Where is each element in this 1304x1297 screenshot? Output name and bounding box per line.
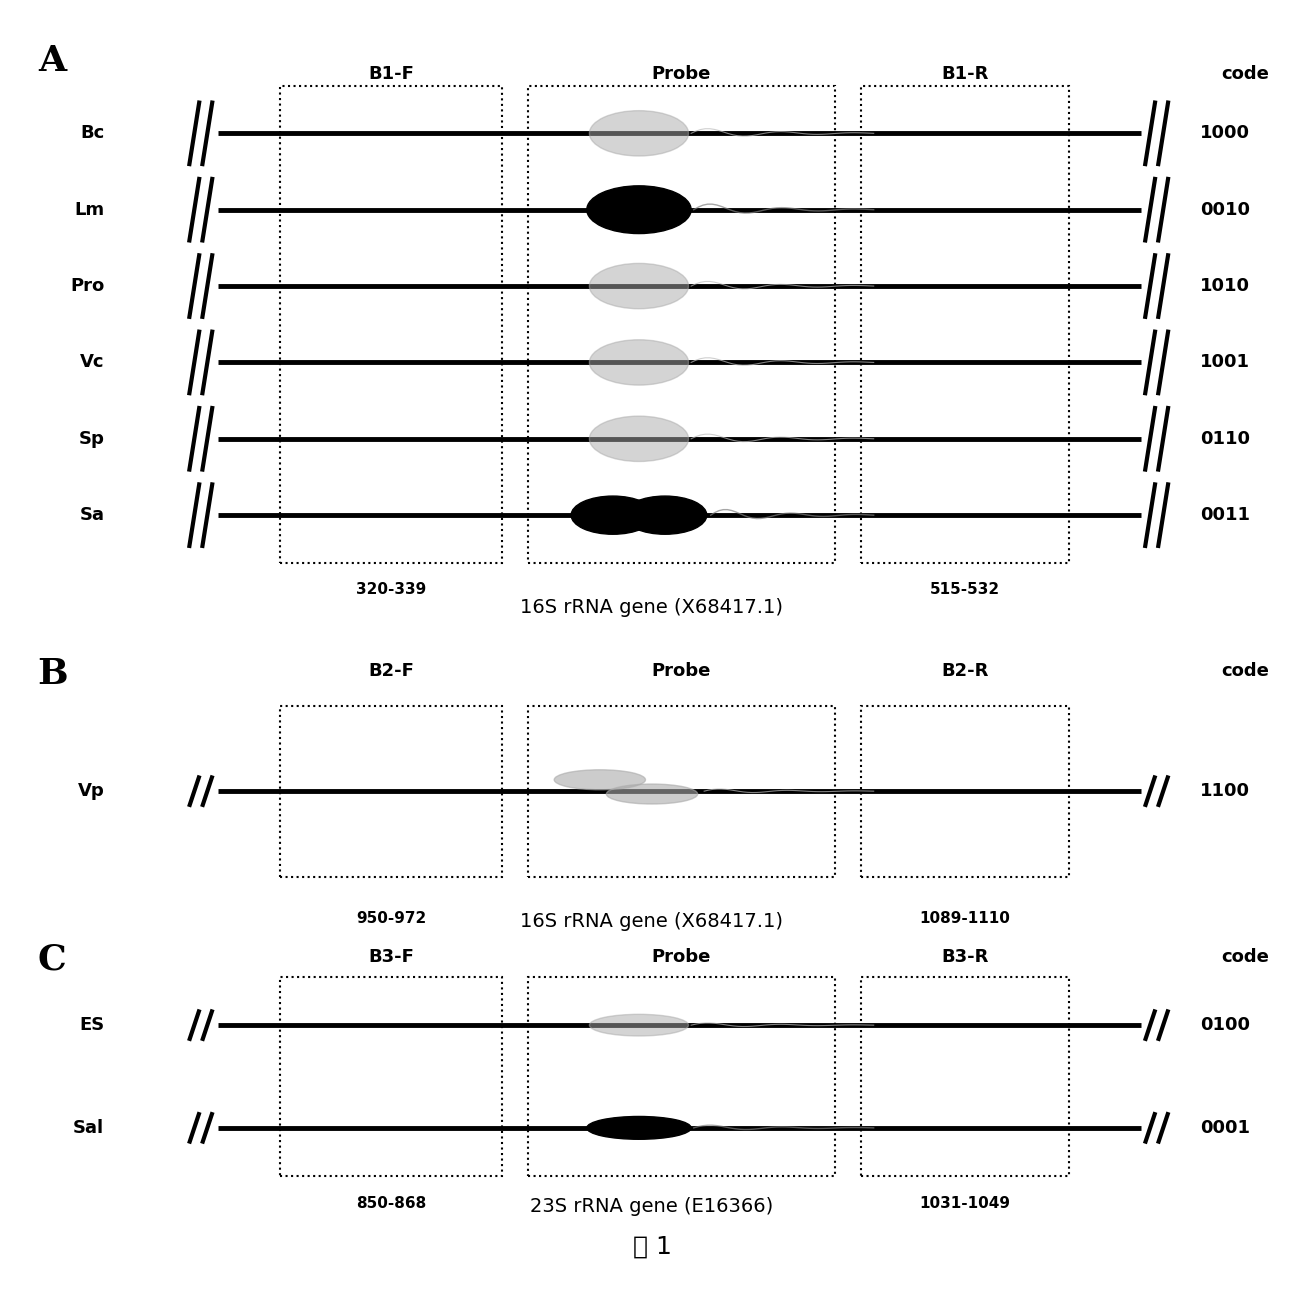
- Circle shape: [589, 1014, 689, 1036]
- Circle shape: [606, 783, 698, 804]
- Text: 0100: 0100: [1200, 1016, 1249, 1034]
- Text: C: C: [38, 943, 67, 977]
- Text: 0010: 0010: [1200, 201, 1249, 219]
- Bar: [861, 977, 1069, 1176]
- Text: 0011: 0011: [1200, 506, 1249, 524]
- Text: A: A: [38, 44, 67, 78]
- Text: B1-F: B1-F: [368, 65, 415, 83]
- Text: Probe: Probe: [652, 663, 711, 681]
- Text: 23S rRNA gene (E16366): 23S rRNA gene (E16366): [531, 1197, 773, 1217]
- Text: Probe: Probe: [652, 65, 711, 83]
- Text: 320-339: 320-339: [356, 582, 426, 597]
- Circle shape: [571, 495, 655, 534]
- Text: 1089-1110: 1089-1110: [919, 910, 1011, 926]
- Text: B3-R: B3-R: [941, 948, 988, 966]
- Circle shape: [587, 1117, 691, 1139]
- Text: code: code: [1222, 663, 1269, 681]
- Text: Sp: Sp: [78, 429, 104, 447]
- Circle shape: [587, 185, 691, 233]
- Text: 1000: 1000: [1200, 125, 1249, 143]
- Text: Bc: Bc: [80, 125, 104, 143]
- Bar: [861, 86, 1069, 563]
- Text: B3-F: B3-F: [368, 948, 415, 966]
- Text: code: code: [1222, 65, 1269, 83]
- Circle shape: [554, 769, 645, 790]
- Circle shape: [589, 416, 689, 462]
- Bar: [528, 706, 835, 877]
- Text: Sa: Sa: [80, 506, 104, 524]
- Text: 1100: 1100: [1200, 782, 1249, 800]
- Text: 1031-1049: 1031-1049: [919, 1196, 1011, 1211]
- Text: B2-F: B2-F: [368, 663, 415, 681]
- Text: 1010: 1010: [1200, 278, 1249, 294]
- Text: Sal: Sal: [73, 1119, 104, 1137]
- Bar: [528, 86, 835, 563]
- Text: 950-972: 950-972: [356, 910, 426, 926]
- Text: B: B: [37, 658, 68, 691]
- Bar: [861, 706, 1069, 877]
- Bar: [280, 706, 502, 877]
- Text: B1-R: B1-R: [941, 65, 988, 83]
- Text: ES: ES: [80, 1016, 104, 1034]
- Text: 图 1: 图 1: [632, 1235, 672, 1259]
- Text: 1001: 1001: [1200, 354, 1249, 371]
- Bar: [280, 977, 502, 1176]
- Text: Probe: Probe: [652, 948, 711, 966]
- Circle shape: [589, 340, 689, 385]
- Text: code: code: [1222, 948, 1269, 966]
- Circle shape: [589, 110, 689, 156]
- Text: 16S rRNA gene (X68417.1): 16S rRNA gene (X68417.1): [520, 598, 784, 616]
- Bar: [280, 86, 502, 563]
- Text: Vp: Vp: [77, 782, 104, 800]
- Bar: [528, 977, 835, 1176]
- Text: B2-R: B2-R: [941, 663, 988, 681]
- Text: 850-868: 850-868: [356, 1196, 426, 1211]
- Text: Pro: Pro: [70, 278, 104, 294]
- Circle shape: [623, 495, 707, 534]
- Text: Vc: Vc: [80, 354, 104, 371]
- Text: 0110: 0110: [1200, 429, 1249, 447]
- Text: 16S rRNA gene (X68417.1): 16S rRNA gene (X68417.1): [520, 912, 784, 931]
- Text: Lm: Lm: [74, 201, 104, 219]
- Circle shape: [589, 263, 689, 309]
- Text: 515-532: 515-532: [930, 582, 1000, 597]
- Text: 0001: 0001: [1200, 1119, 1249, 1137]
